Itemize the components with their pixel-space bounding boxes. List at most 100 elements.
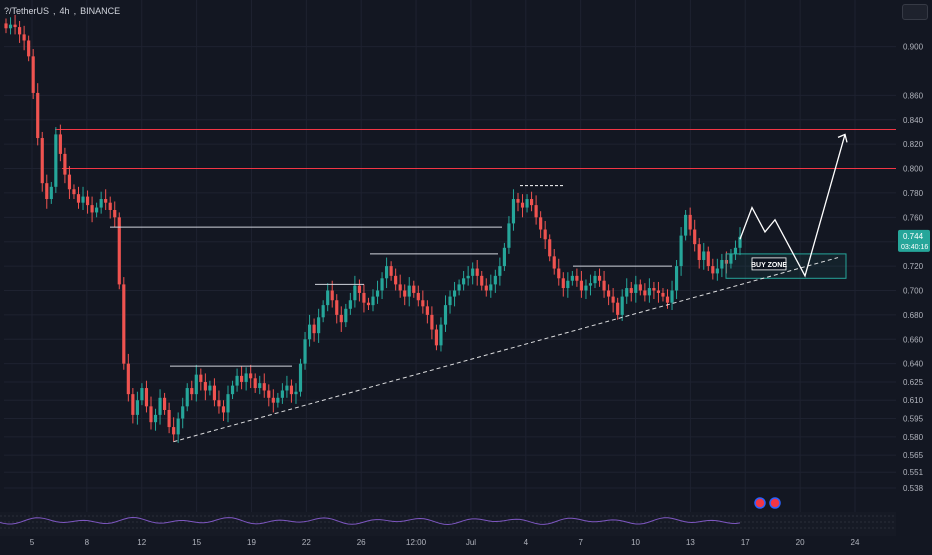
candle-body[interactable] [317,317,321,334]
last-price-badge[interactable] [898,229,930,252]
candle-body[interactable] [36,92,40,139]
candle-body[interactable] [185,388,189,407]
candle-body[interactable] [8,24,13,29]
candle-body[interactable] [493,275,497,285]
candle-body[interactable] [611,296,615,303]
candle-body[interactable] [579,280,584,291]
candle-body[interactable] [63,153,67,175]
candle-body[interactable] [457,284,461,291]
candle-body[interactable] [303,339,307,364]
candle-body[interactable] [230,385,235,395]
candle-body[interactable] [403,290,407,297]
candle-body[interactable] [674,266,679,291]
candle-body[interactable] [298,363,303,392]
candle-body[interactable] [40,138,44,184]
candle-body[interactable] [339,314,343,323]
candle-body[interactable] [190,388,194,395]
candle-body[interactable] [199,374,203,382]
candle-body[interactable] [203,381,207,391]
candle-body[interactable] [27,40,31,57]
candle-body[interactable] [344,308,348,323]
candle-body[interactable] [181,406,185,419]
candle-body[interactable] [131,394,135,415]
candle-body[interactable] [557,268,561,279]
candle-body[interactable] [385,266,389,279]
candle-body[interactable] [81,196,85,203]
candle-body[interactable] [294,391,298,395]
candle-body[interactable] [135,400,139,415]
candle-body[interactable] [584,285,588,291]
candle-body[interactable] [539,217,543,230]
candle-body[interactable] [394,275,398,285]
candle-body[interactable] [72,189,76,195]
candle-body[interactable] [498,266,502,276]
candle-body[interactable] [375,290,380,297]
candle-body[interactable] [507,223,511,248]
candle-body[interactable] [348,300,352,309]
candle-body[interactable] [371,296,375,306]
candle-body[interactable] [90,205,94,213]
candle-body[interactable] [529,199,534,206]
candle-body[interactable] [226,394,230,413]
candle-body[interactable] [398,284,402,291]
candle-body[interactable] [679,235,683,267]
candle-body[interactable] [326,290,330,306]
candle-body[interactable] [212,385,217,401]
candle-body[interactable] [588,283,593,286]
candle-body[interactable] [380,278,384,291]
candle-body[interactable] [511,199,516,224]
candle-body[interactable] [289,385,294,395]
candle-body[interactable] [140,388,144,401]
candle-body[interactable] [307,324,312,340]
candle-body[interactable] [543,229,547,240]
candle-body[interactable] [104,199,108,203]
candle-body[interactable] [489,284,493,291]
candle-body[interactable] [656,290,661,293]
candle-body[interactable] [665,296,670,303]
projection-path[interactable] [739,134,846,278]
candle-body[interactable] [267,390,271,398]
candle-body[interactable] [158,397,162,415]
candle-body[interactable] [99,199,103,208]
candle-body[interactable] [733,247,738,254]
candle-body[interactable] [85,196,90,206]
symbol-name[interactable]: ?/TetherUS [4,6,50,16]
candle-body[interactable] [31,56,35,93]
candle-body[interactable] [629,288,633,293]
candle-body[interactable] [153,414,158,423]
candle-body[interactable] [45,183,49,200]
candle-body[interactable] [49,186,53,200]
candle-body[interactable] [122,284,126,364]
candle-body[interactable] [502,247,506,267]
candle-body[interactable] [475,268,479,276]
candle-body[interactable] [244,373,248,382]
candle-body[interactable] [412,285,416,293]
candle-body[interactable] [67,174,72,190]
candle-body[interactable] [516,199,520,203]
candle-body[interactable] [661,292,665,297]
candle-body[interactable] [362,292,366,303]
candle-body[interactable] [366,302,371,306]
candle-body[interactable] [620,296,624,315]
candle-body[interactable] [720,260,724,269]
event-marker-icon[interactable] [754,497,766,509]
candle-body[interactable] [172,427,176,435]
candle-body[interactable] [575,275,579,281]
candle-body[interactable] [471,268,475,276]
candle-body[interactable] [54,134,58,187]
candle-body[interactable] [638,284,642,291]
candle-body[interactable] [697,244,701,260]
candle-body[interactable] [520,202,525,208]
candle-body[interactable] [353,285,357,301]
candle-body[interactable] [425,306,429,315]
candle-body[interactable] [480,275,484,286]
candle-body[interactable] [276,397,280,403]
candle-body[interactable] [597,275,602,281]
candle-body[interactable] [258,383,262,389]
candle-body[interactable] [208,385,212,391]
candle-body[interactable] [566,280,570,289]
candle-body[interactable] [113,210,117,218]
candle-body[interactable] [217,400,221,407]
candle-body[interactable] [13,24,17,28]
